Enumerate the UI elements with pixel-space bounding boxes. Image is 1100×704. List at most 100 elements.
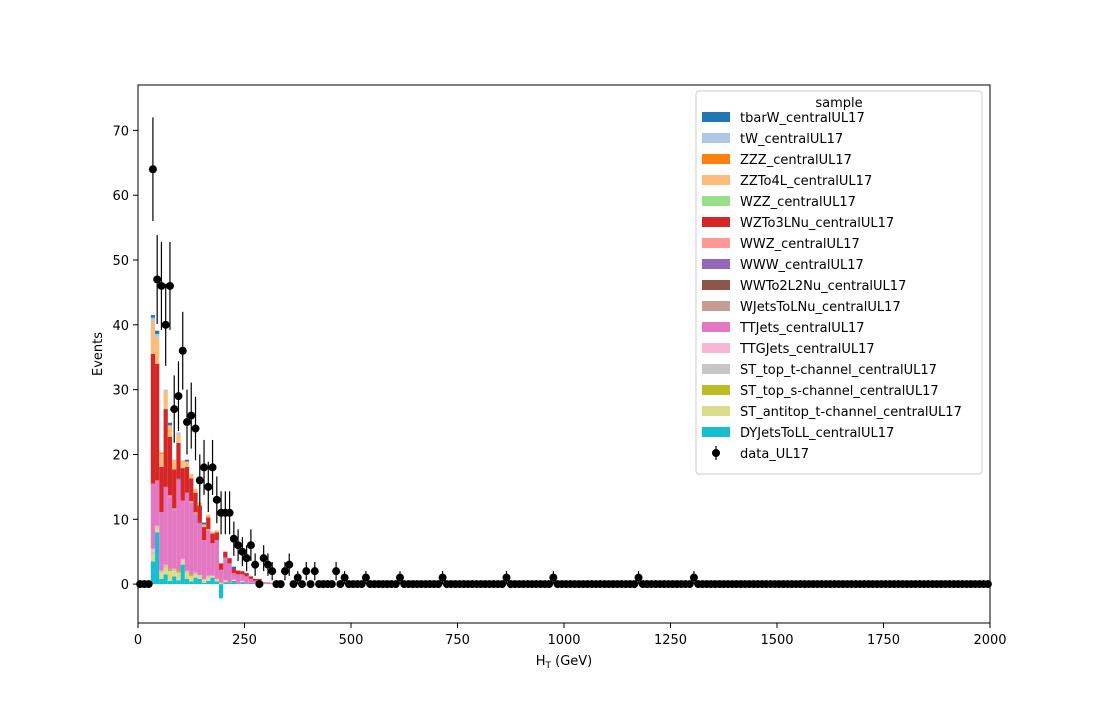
- hist-bar: [231, 579, 236, 581]
- data-point: [276, 580, 285, 589]
- legend-items: tbarW_centralUL17 tW_centralUL17 ZZZ_centr…: [702, 111, 962, 462]
- hist-bar: [244, 576, 249, 585]
- data-point: [212, 495, 221, 504]
- hist-bar: [176, 432, 181, 436]
- hist-bar: [206, 530, 211, 576]
- hist-bar: [159, 453, 164, 467]
- legend-label: WZTo3LNu_centralUL17: [740, 216, 894, 231]
- hist-bar: [210, 577, 215, 585]
- stacked-bars: [150, 315, 275, 599]
- hist-bar: [180, 558, 185, 561]
- hist-bar: [201, 582, 207, 585]
- hist-bar: [167, 436, 173, 496]
- hist-bar: [206, 517, 211, 530]
- data-point: [983, 580, 992, 589]
- hist-bar: [235, 570, 241, 575]
- legend-label: ZZZ_centralUL17: [740, 153, 852, 168]
- data-point: [361, 573, 370, 582]
- hist-bar: [193, 512, 198, 515]
- legend-label: ST_antitop_t-channel_centralUL17: [740, 405, 962, 420]
- hist-bar: [176, 580, 181, 585]
- x-tick-label: 2000: [973, 633, 1006, 648]
- legend-swatch: [702, 364, 730, 374]
- hist-bar: [172, 469, 177, 509]
- hist-bar: [150, 321, 156, 354]
- y-tick-label: 20: [112, 448, 129, 463]
- hist-bar: [155, 337, 160, 364]
- hist-bar: [240, 574, 245, 581]
- x-tick-label: 1250: [654, 633, 687, 648]
- hist-bar: [214, 578, 219, 582]
- data-point: [225, 508, 234, 517]
- hist-bar: [206, 580, 211, 585]
- legend-label: WWW_centralUL17: [740, 258, 864, 273]
- legend-label: DYJetsToLL_centralUL17: [740, 426, 894, 441]
- legend-swatch: [702, 133, 730, 143]
- data-point: [438, 573, 447, 582]
- data-point: [229, 534, 238, 543]
- hist-bar: [176, 479, 181, 571]
- hist-bar: [180, 466, 185, 469]
- hist-bar: [197, 578, 202, 585]
- hist-bar: [223, 582, 228, 585]
- hist-bar: [265, 582, 271, 585]
- x-axis-ticks: 0 250 500 750 1000 1250 1500 1750 2000: [134, 623, 1007, 648]
- data-point: [178, 346, 187, 355]
- hist-bar: [206, 529, 211, 531]
- legend-swatch: [702, 406, 730, 416]
- x-tick-label: 750: [445, 633, 470, 648]
- hist-bar: [180, 564, 185, 585]
- hist-bar: [210, 531, 215, 534]
- hist-bar: [214, 581, 219, 585]
- legend-swatch: [702, 301, 730, 311]
- hist-bar: [155, 480, 160, 526]
- data-points: [136, 165, 992, 589]
- legend-swatch: [702, 217, 730, 227]
- hist-bar: [193, 492, 198, 513]
- data-point: [310, 567, 319, 576]
- hist-bar: [172, 459, 177, 470]
- hist-bar: [206, 576, 211, 581]
- data-point: [332, 567, 341, 576]
- y-tick-label: 30: [112, 384, 129, 399]
- data-point: [195, 476, 204, 485]
- data-point: [174, 392, 183, 401]
- legend-title: sample: [815, 96, 862, 111]
- y-tick-label: 60: [112, 189, 129, 204]
- x-axis-label-sub: T: [545, 661, 552, 671]
- hist-bar: [159, 578, 164, 585]
- hist-bar: [189, 478, 194, 502]
- hist-bar: [150, 354, 156, 484]
- hist-bar: [240, 580, 245, 583]
- hist-bar: [172, 510, 177, 569]
- hist-bar: [159, 512, 164, 571]
- hist-bar: [193, 514, 198, 573]
- x-axis-label-unit: (GeV): [551, 654, 592, 669]
- legend-swatch: [702, 385, 730, 395]
- hist-bar: [176, 435, 181, 443]
- hist-bar: [218, 563, 224, 570]
- hist-bar: [223, 580, 228, 583]
- hist-bar: [172, 508, 177, 511]
- hist-bar: [163, 409, 168, 487]
- hist-bar: [189, 473, 194, 479]
- y-axis-label: Events: [91, 332, 106, 376]
- legend-label: tW_centralUL17: [740, 132, 843, 147]
- hist-bar: [180, 460, 185, 467]
- legend-swatch: [702, 343, 730, 353]
- legend-label: WWZ_centralUL17: [740, 237, 860, 252]
- hist-bar: [150, 548, 156, 552]
- hist-bar: [231, 573, 236, 580]
- hist-bar: [193, 488, 198, 493]
- hist-bar: [210, 533, 215, 544]
- data-point: [689, 573, 698, 582]
- hist-bar: [184, 570, 190, 573]
- legend-label: WZZ_centralUL17: [740, 195, 856, 210]
- hist-bar: [184, 578, 190, 585]
- hist-bar: [231, 580, 236, 585]
- hist-bar: [248, 582, 254, 585]
- hist-bar: [240, 582, 245, 585]
- hist-bar: [201, 578, 207, 581]
- data-point: [234, 541, 243, 550]
- legend-label: ZZTo4L_centralUL17: [740, 174, 872, 189]
